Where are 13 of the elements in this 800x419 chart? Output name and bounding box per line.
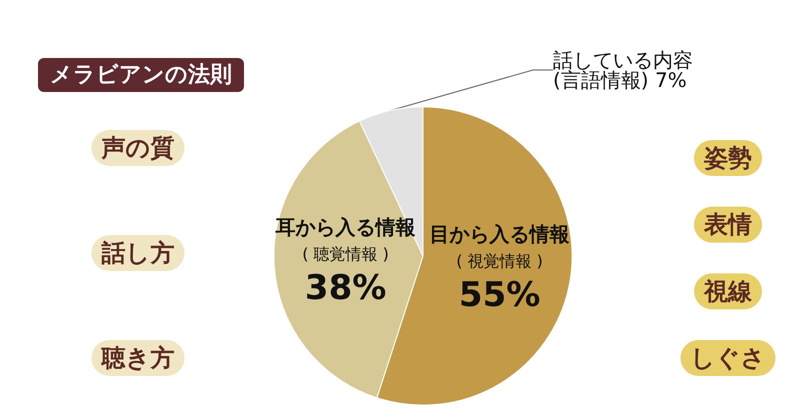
text: 声の質 — [100, 134, 174, 162]
data-label: 38% — [304, 268, 386, 308]
text: 聴き方 — [100, 344, 174, 372]
text: 話し方 — [100, 239, 174, 267]
data-label: 55% — [458, 275, 540, 316]
text: 表情 — [703, 210, 752, 239]
slice-label: 耳から入る情報 ( 聴覚情報 ) — [274, 214, 417, 264]
text: 姿勢 — [703, 144, 752, 172]
text: メラビアンの法則 — [50, 62, 232, 88]
text: 視線 — [703, 277, 753, 306]
slice-label: 目から入る情報 ( 視覚情報 ) — [430, 222, 571, 271]
text: しぐさ — [690, 344, 766, 372]
slice-label: 話している内容 (言語情報) 7% — [553, 48, 693, 92]
